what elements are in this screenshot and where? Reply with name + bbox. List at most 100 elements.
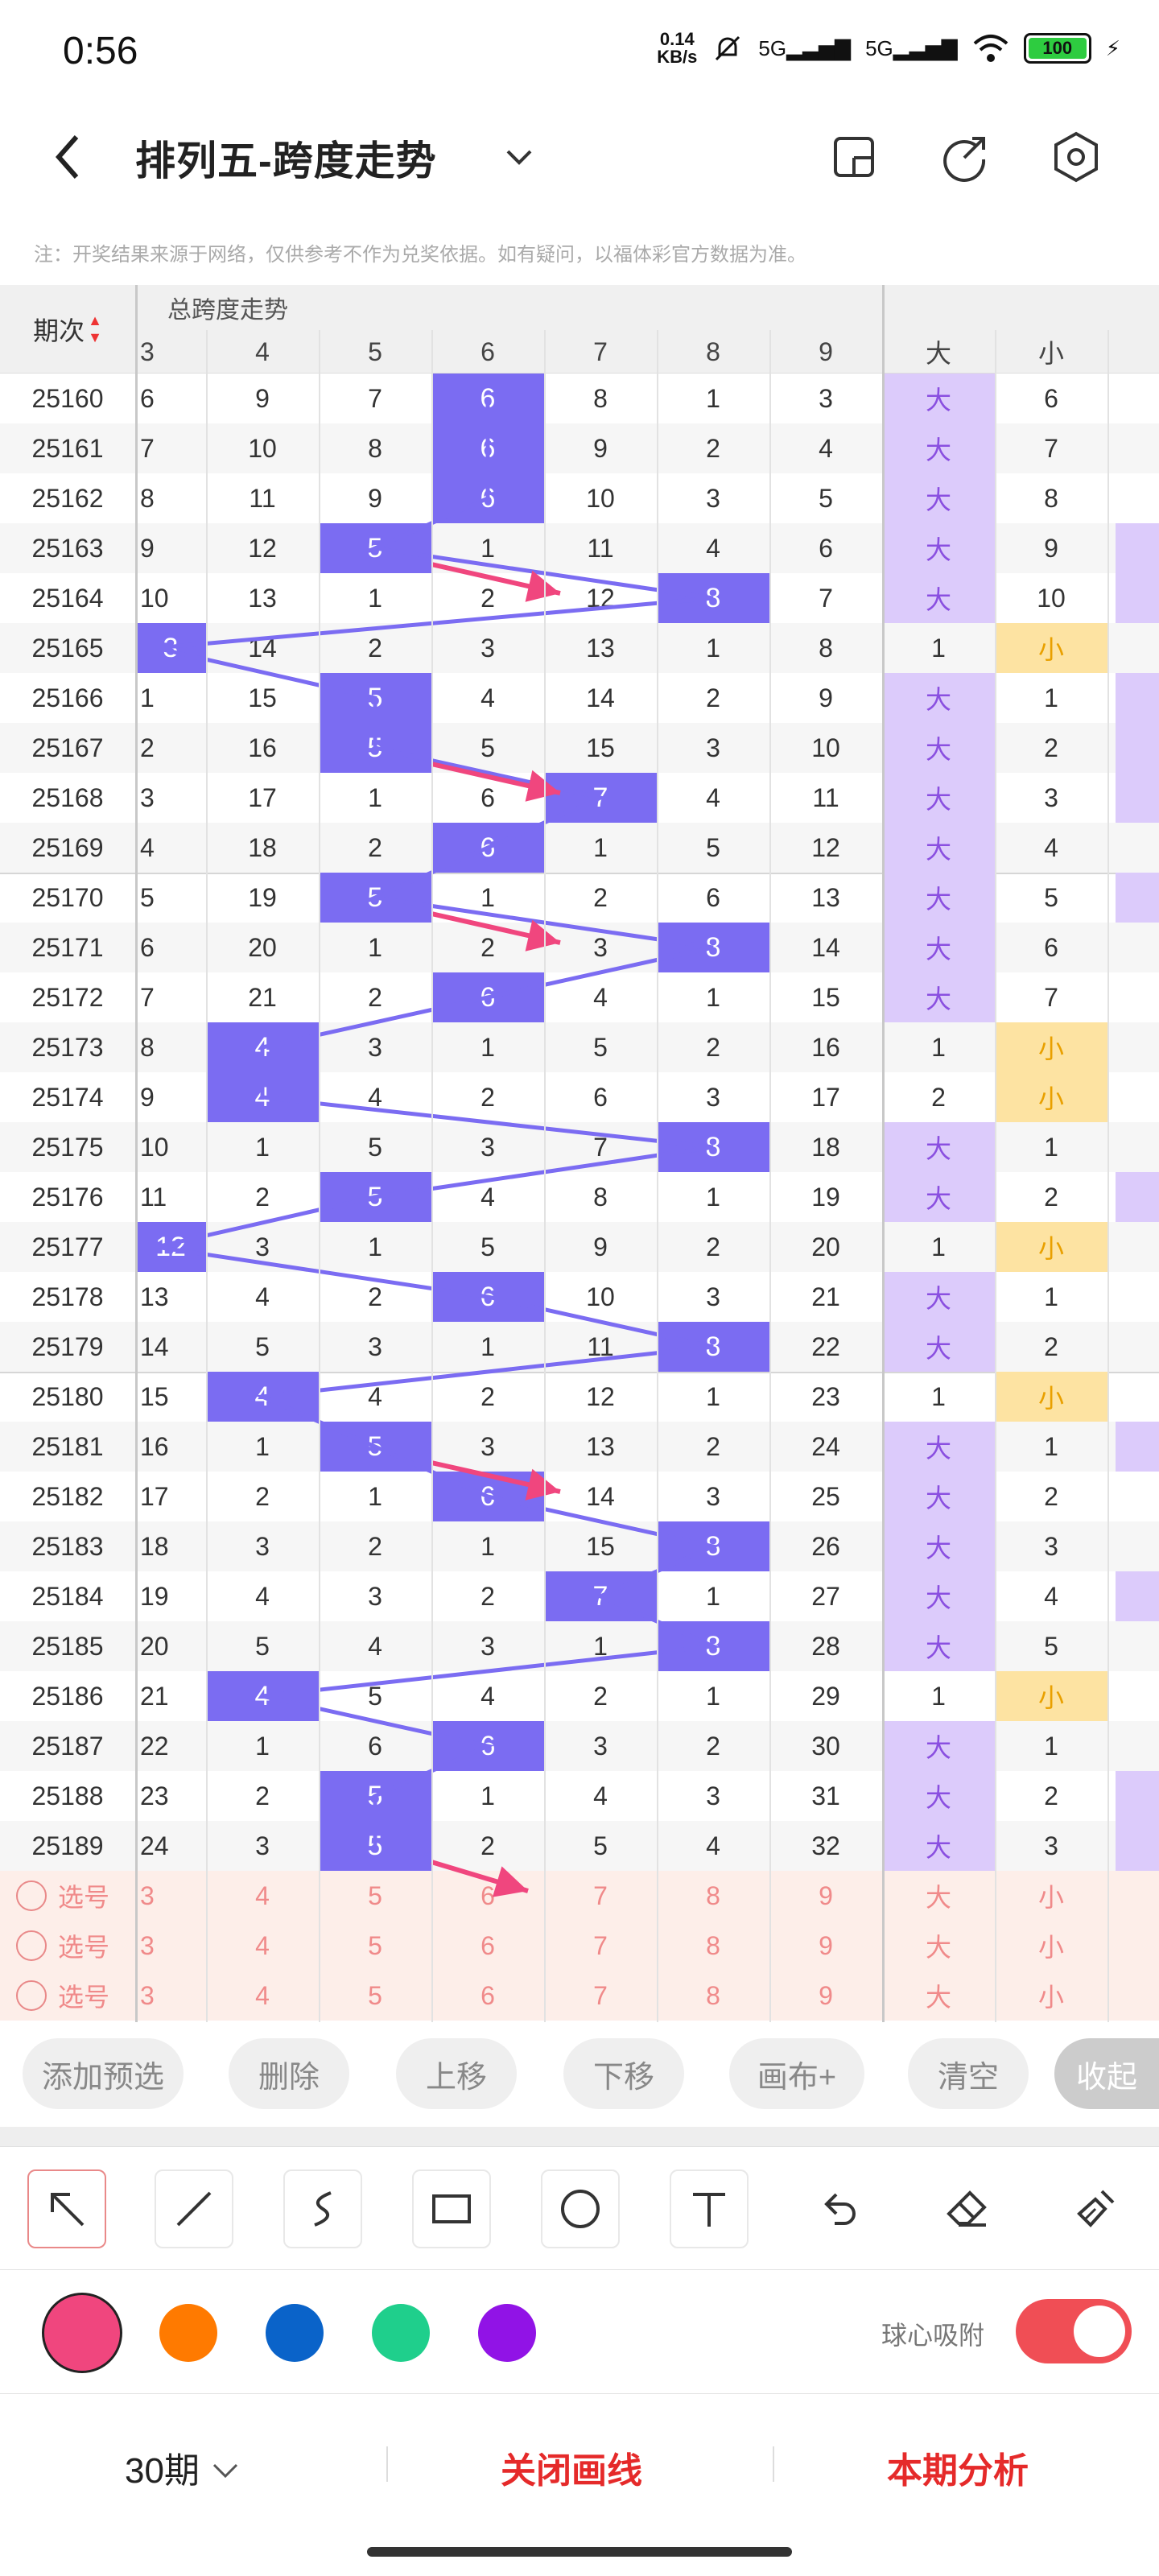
undo-tool[interactable] [798,2169,877,2248]
predict-row[interactable]: 选号 3 4 5 6 7 8 9 大 小 [0,1921,1159,1971]
predict-cell[interactable]: 6 [481,1980,495,2010]
predict-cell[interactable]: 小 [1037,1933,1064,1962]
table-row[interactable]: 25187 22 1 6 6 3 2 30 大 1 [0,1721,1159,1771]
table-row[interactable]: 25186 21 4 5 4 2 1 29 1 小 [0,1671,1159,1721]
text-tool[interactable] [670,2169,749,2248]
predict-cell[interactable]: 4 [255,1880,270,1910]
table-row[interactable]: 25184 19 4 3 2 7 1 27 大 4 [0,1571,1159,1621]
table-row[interactable]: 25166 1 15 5 4 14 2 9 大 1 [0,673,1159,723]
table-row[interactable]: 25177 12 3 1 5 9 2 20 1 小 [0,1222,1159,1272]
table-row[interactable]: 25175 10 1 5 3 7 8 18 大 1 [0,1122,1159,1172]
predict-cell[interactable]: 6 [481,1880,495,1910]
table-row[interactable]: 25185 20 5 4 3 1 8 28 大 5 [0,1621,1159,1671]
move-up-button[interactable]: 上移 [396,2038,517,2109]
predict-cell[interactable]: 7 [593,1880,608,1910]
color-swatch-blue[interactable] [266,2304,324,2362]
table-row[interactable]: 25180 15 4 4 2 12 1 23 1 小 [0,1372,1159,1422]
predict-cell[interactable]: 3 [140,1930,155,1960]
predict-cell[interactable]: 7 [593,1930,608,1960]
table-row[interactable]: 25173 8 4 3 1 5 2 16 1 小 [0,1022,1159,1072]
predict-cell[interactable]: 大 [925,1933,951,1962]
table-row[interactable]: 25188 23 2 5 1 4 3 31 大 2 [0,1771,1159,1821]
radio-button[interactable] [16,1930,47,1961]
table-row[interactable]: 25163 9 12 5 1 11 4 6 大 9 [0,523,1159,573]
predict-cell[interactable]: 3 [140,1980,155,2010]
collapse-button[interactable]: 收起 [1054,2038,1159,2109]
delete-button[interactable]: 删除 [229,2038,349,2109]
color-swatch-orange[interactable] [159,2304,217,2362]
period-header[interactable]: 期次 ▲ ▼ [33,312,102,345]
predict-cell[interactable]: 小 [1037,1983,1064,2012]
canvas-plus-button[interactable]: 画布+ [729,2038,864,2109]
table-row[interactable]: 25160 6 9 7 6 8 1 3 大 6 [0,374,1159,423]
predict-cell[interactable]: 大 [925,1883,951,1912]
predict-cell[interactable]: 5 [368,1880,382,1910]
table-row[interactable]: 25176 11 2 5 4 8 1 19 大 2 [0,1172,1159,1222]
predict-cell[interactable]: 4 [255,1980,270,2010]
period-analysis-button[interactable]: 本期分析 [887,2451,1029,2491]
predict-row[interactable]: 选号 3 4 5 6 7 8 9 大 小 [0,1871,1159,1921]
chevron-down-icon[interactable] [503,143,535,171]
predict-cell[interactable]: 8 [706,1880,720,1910]
divider [773,2446,774,2482]
back-icon[interactable] [44,129,93,185]
predict-cell[interactable]: 大 [925,1983,951,2012]
table-row[interactable]: 25164 10 13 1 2 12 8 7 大 10 [0,573,1159,623]
predict-cell[interactable]: 4 [255,1930,270,1960]
predict-cell[interactable]: 5 [368,1980,382,2010]
arrow-tool[interactable] [27,2169,106,2248]
curve-tool[interactable] [283,2169,362,2248]
circle-tool[interactable] [541,2169,620,2248]
table-row[interactable]: 25167 2 16 5 5 15 3 10 大 2 [0,723,1159,773]
line-tool[interactable] [155,2169,233,2248]
color-swatch-green[interactable] [372,2304,430,2362]
table-row[interactable]: 25178 13 4 2 6 10 3 21 大 1 [0,1272,1159,1322]
predict-cell[interactable]: 9 [819,1930,833,1960]
radio-button[interactable] [16,1980,47,2011]
table-row[interactable]: 25189 24 3 5 2 5 4 32 大 3 [0,1821,1159,1871]
add-preselect-button[interactable]: 添加预选 [23,2038,184,2109]
span-cell: 1 [706,633,720,663]
snap-toggle[interactable] [1016,2299,1132,2363]
predict-cell[interactable]: 小 [1037,1883,1064,1912]
clear-button[interactable]: 清空 [908,2038,1029,2109]
predict-row[interactable]: 选号 3 4 5 6 7 8 9 大 小 [0,1971,1159,2021]
big-count-cell: 1 [931,1681,946,1711]
table-row[interactable]: 25182 17 2 1 6 14 3 25 大 2 [0,1472,1159,1521]
settings-icon[interactable] [1046,127,1106,187]
table-row[interactable]: 25169 4 18 2 6 1 5 12 大 4 [0,823,1159,873]
predict-cell[interactable]: 3 [140,1880,155,1910]
table-row[interactable]: 25181 16 1 5 3 13 2 24 大 1 [0,1422,1159,1472]
predict-cell[interactable]: 8 [706,1930,720,1960]
table-row[interactable]: 25168 3 17 1 6 7 4 11 大 3 [0,773,1159,823]
predict-cell[interactable]: 7 [593,1980,608,2010]
move-down-button[interactable]: 下移 [563,2038,684,2109]
table-row[interactable]: 25179 14 5 3 1 11 8 22 大 2 [0,1322,1159,1372]
color-swatch-purple[interactable] [478,2304,536,2362]
eraser-tool[interactable] [927,2169,1006,2248]
table-row[interactable]: 25172 7 21 2 6 4 1 15 大 7 [0,972,1159,1022]
table-row[interactable]: 25174 9 4 4 2 6 3 17 2 小 [0,1072,1159,1122]
table-row[interactable]: 25171 6 20 1 2 3 8 14 大 6 [0,923,1159,972]
predict-cell[interactable]: 9 [819,1880,833,1910]
table-row[interactable]: 25162 8 11 9 6 10 3 5 大 8 [0,473,1159,523]
radio-button[interactable] [16,1880,47,1911]
period-select[interactable]: 30期 [125,2442,241,2493]
table-row[interactable]: 25183 18 3 2 1 15 8 26 大 3 [0,1521,1159,1571]
layout-icon[interactable] [824,127,884,187]
table-row[interactable]: 25161 7 10 8 6 9 2 4 大 7 [0,423,1159,473]
predict-cell[interactable]: 8 [706,1980,720,2010]
table-row[interactable]: 25165 3 14 2 3 13 1 8 1 小 [0,623,1159,673]
color-swatch-pink[interactable] [42,2293,122,2373]
rectangle-icon [432,2194,471,2223]
predict-cell[interactable]: 9 [819,1980,833,2010]
clear-tool[interactable] [1056,2169,1135,2248]
close-lines-button[interactable]: 关闭画线 [501,2451,642,2491]
predict-cell[interactable]: 6 [481,1930,495,1960]
table-row[interactable]: 25170 5 19 5 1 2 6 13 大 5 [0,873,1159,923]
page-title[interactable]: 排列五-跨度走势 [135,138,437,184]
predict-cell[interactable]: 5 [368,1930,382,1960]
share-icon[interactable] [935,127,995,187]
rect-tool[interactable] [412,2169,491,2248]
